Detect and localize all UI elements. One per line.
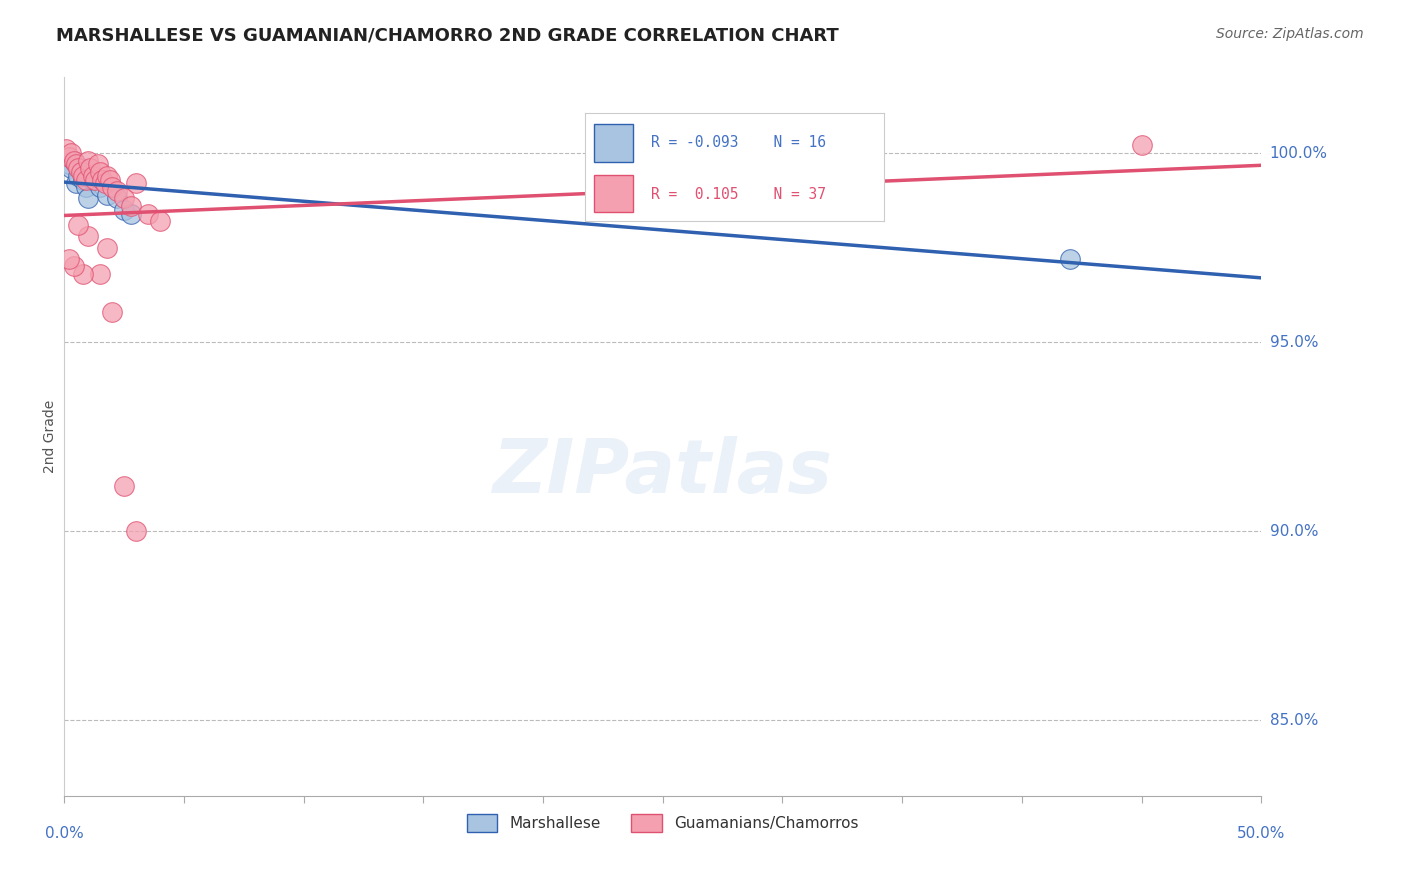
Point xyxy=(98,172,121,186)
Point xyxy=(67,169,90,183)
Text: MARSHALLESE VS GUAMANIAN/CHAMORRO 2ND GRADE CORRELATION CHART: MARSHALLESE VS GUAMANIAN/CHAMORRO 2ND GR… xyxy=(56,27,839,45)
Point xyxy=(67,218,90,232)
Point xyxy=(79,161,101,176)
Point xyxy=(77,191,100,205)
Point xyxy=(77,229,100,244)
Text: 100.0%: 100.0% xyxy=(1270,145,1327,161)
Point xyxy=(55,142,77,156)
Point xyxy=(67,161,90,176)
Point xyxy=(60,161,83,176)
Point xyxy=(72,169,94,183)
Point xyxy=(96,187,118,202)
Text: Source: ZipAtlas.com: Source: ZipAtlas.com xyxy=(1216,27,1364,41)
Point xyxy=(62,153,84,168)
Point xyxy=(125,524,148,538)
Point xyxy=(72,267,94,281)
Point xyxy=(136,206,159,220)
Point xyxy=(65,157,87,171)
Point xyxy=(120,199,142,213)
Text: 95.0%: 95.0% xyxy=(1270,334,1319,350)
Point xyxy=(149,214,172,228)
Point xyxy=(75,172,97,186)
Point xyxy=(89,180,111,194)
Text: 0.0%: 0.0% xyxy=(45,826,83,841)
Text: 50.0%: 50.0% xyxy=(1237,826,1285,841)
Point xyxy=(89,165,111,179)
Point xyxy=(69,161,91,176)
Point xyxy=(120,206,142,220)
Point xyxy=(112,202,135,217)
Point xyxy=(69,165,91,179)
Point xyxy=(77,153,100,168)
Point xyxy=(60,146,83,161)
Point xyxy=(112,479,135,493)
Point xyxy=(1130,138,1153,153)
Point xyxy=(112,191,135,205)
Y-axis label: 2nd Grade: 2nd Grade xyxy=(44,400,58,474)
Point xyxy=(96,241,118,255)
Point xyxy=(105,191,128,205)
Text: 85.0%: 85.0% xyxy=(1270,713,1317,728)
Point xyxy=(72,172,94,186)
Point xyxy=(101,305,124,319)
Point xyxy=(96,169,118,183)
Text: 90.0%: 90.0% xyxy=(1270,524,1319,539)
Point xyxy=(125,176,148,190)
Point xyxy=(84,172,107,186)
Text: ZIPatlas: ZIPatlas xyxy=(492,436,832,509)
Point xyxy=(62,153,84,168)
Point xyxy=(105,184,128,198)
Point xyxy=(58,157,80,171)
Point xyxy=(62,260,84,274)
Point xyxy=(101,180,124,194)
Point xyxy=(75,180,97,194)
Legend: Marshallese, Guamanians/Chamorros: Marshallese, Guamanians/Chamorros xyxy=(461,807,865,838)
Point xyxy=(82,169,104,183)
Point xyxy=(1059,252,1081,266)
Point xyxy=(82,172,104,186)
Point xyxy=(94,176,117,190)
Point xyxy=(58,150,80,164)
Point xyxy=(89,267,111,281)
Point xyxy=(58,252,80,266)
Point xyxy=(65,176,87,190)
Point xyxy=(86,157,108,171)
Point xyxy=(91,172,114,186)
